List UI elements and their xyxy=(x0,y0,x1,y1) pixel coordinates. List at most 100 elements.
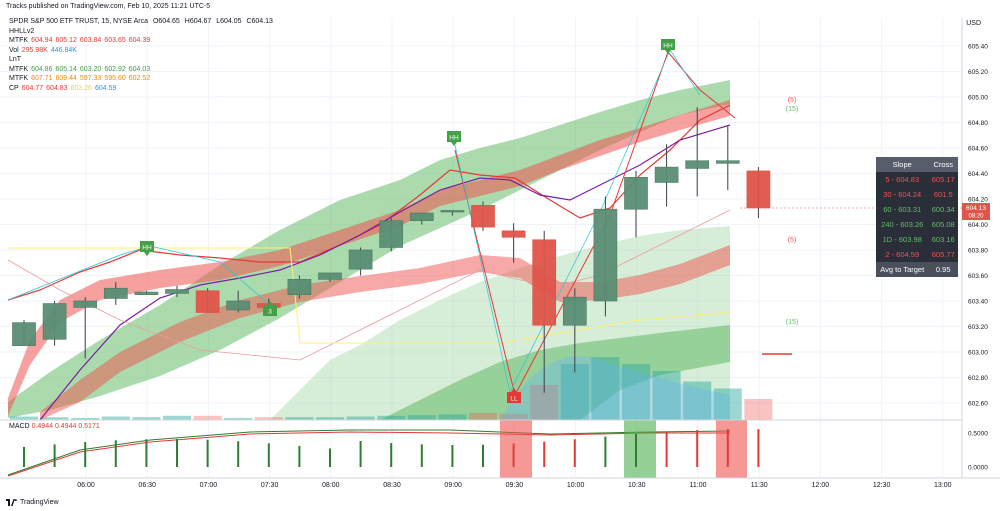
legend-row: MTFK 604.94 605.12 603.84 603.65 604.39 xyxy=(9,36,276,46)
macd-green-zone xyxy=(624,420,656,478)
candle-body xyxy=(685,160,710,169)
tradingview-logo: TradingView xyxy=(6,499,59,506)
hh-marker-label: HH xyxy=(449,135,459,142)
legend-indicator-name[interactable]: MTFK xyxy=(9,75,29,82)
hh-marker-pointer xyxy=(451,142,457,146)
macd-signal-line xyxy=(7,431,730,477)
published-note: Tracks published on TradingView.com, Feb… xyxy=(6,3,211,10)
legend-indicator-name[interactable]: LnT xyxy=(9,56,22,63)
volume-bar xyxy=(744,399,773,420)
legend-value: 603.84 xyxy=(79,37,102,44)
volume-bar xyxy=(591,357,620,420)
legend-row: MTFK 604.86 605.14 603.20 602.92 604.03 xyxy=(9,65,276,75)
hh-marker-pointer xyxy=(665,50,671,54)
price-tick-label: 604.80 xyxy=(968,120,988,127)
table-row: 5 - 604.83 605.17 xyxy=(876,172,958,187)
legend-value: 603.26 xyxy=(70,84,92,92)
avg-to-target-value: 0.95 xyxy=(928,262,958,277)
legend-value: 602.92 xyxy=(104,65,126,73)
volume-bar xyxy=(101,416,130,420)
swing-markers: HH HH HH LL 3 (5) (15) (5) (15) xyxy=(140,39,798,403)
price-tick-label: 604.00 xyxy=(968,222,988,229)
price-tick-label: 605.40 xyxy=(968,44,988,51)
legend-value: 603.65 xyxy=(104,37,126,44)
table-cross-cell: 605.08 xyxy=(928,217,958,232)
last-price-tag xyxy=(962,203,990,220)
legend-indicator-name[interactable]: CP xyxy=(9,84,19,92)
table-cross-cell: 603.16 xyxy=(928,232,958,247)
price-tick-label: 603.40 xyxy=(968,299,988,306)
table-slope-cell: 240 - 603.26 xyxy=(876,217,929,232)
legend-row: MTFK 607.71 609.44 597.33 595.60 602.52 xyxy=(9,74,276,84)
price-tick-label: 605.00 xyxy=(968,95,988,102)
candle-body xyxy=(471,205,495,228)
price-tick-label: 605.20 xyxy=(968,69,988,76)
candle-body xyxy=(409,212,434,222)
table-row: 240 - 603.26 605.08 xyxy=(876,217,958,232)
volume-bars xyxy=(10,356,773,420)
ohlc-close: C604.13 xyxy=(246,18,273,25)
legend-value: 602.52 xyxy=(128,75,151,82)
volume-bar xyxy=(652,371,681,420)
time-tick-label: 09:00 xyxy=(444,482,462,489)
candle-body xyxy=(501,230,526,238)
volume-bar xyxy=(469,413,497,420)
price-tick-label: 604.40 xyxy=(968,171,988,178)
symbol-name[interactable]: SPDR S&P 500 ETF TRUST, 15, NYSE Arca xyxy=(9,18,149,25)
candle-body xyxy=(287,278,312,295)
ll-marker-box xyxy=(507,392,521,403)
time-tick-label: 08:00 xyxy=(322,482,340,489)
tradingview-logo-icon xyxy=(6,499,17,506)
volume-bar xyxy=(713,388,742,420)
legend-indicator-name[interactable]: Vol xyxy=(9,46,19,54)
legend-value: 604.03 xyxy=(128,65,151,73)
macd-value-3: 0.5171 xyxy=(78,423,100,430)
price-tick-label: 604.60 xyxy=(968,146,988,153)
candle-body xyxy=(746,170,771,209)
volume-bar xyxy=(40,417,69,420)
time-tick-label: 12:30 xyxy=(873,482,891,489)
candle-body xyxy=(42,303,67,340)
candle-body xyxy=(226,300,251,311)
legend-indicator-name[interactable]: MTFK xyxy=(9,65,29,73)
legend-indicator-name[interactable]: MTFK xyxy=(9,37,29,44)
candle-body xyxy=(532,239,557,326)
table-row: 30 - 604.24 601.5 xyxy=(876,187,958,202)
avg-to-target-label: Avg to Target xyxy=(876,262,929,277)
volume-bar xyxy=(438,414,467,420)
volume-bar xyxy=(254,417,283,420)
price-tick-label: 603.00 xyxy=(968,350,988,357)
ohlc-low: L604.05 xyxy=(216,18,242,25)
ll-marker-pointer xyxy=(511,388,517,392)
macd-red-zone xyxy=(500,420,532,478)
volume-bar xyxy=(499,413,528,420)
table-row: 2 - 604.59 605.77 xyxy=(876,247,958,262)
green-lower-band xyxy=(380,325,730,420)
legend-value: 604.83 xyxy=(46,84,68,92)
legend-row: Vol 295.98K 446.84K xyxy=(9,46,276,56)
volume-bar xyxy=(377,415,406,420)
macd-value-1: 0.4944 xyxy=(31,423,53,430)
macd-red-zone xyxy=(716,420,747,478)
target-annotation: (15) xyxy=(786,106,798,113)
legend-indicator-name[interactable]: HHLLv2 xyxy=(9,27,35,35)
ohlc-high: H604.67 xyxy=(184,18,212,25)
ll-marker-label: LL xyxy=(510,396,518,403)
table-slope-cell: 30 - 604.24 xyxy=(876,187,929,202)
candle-body xyxy=(165,289,189,294)
candle-body xyxy=(654,166,679,183)
candle-body xyxy=(593,208,618,302)
legend-value: 295.98K xyxy=(21,46,48,54)
hh-marker-label: HH xyxy=(663,43,673,50)
volume-profile-area xyxy=(500,356,730,420)
legend-row: LnT xyxy=(9,55,276,65)
time-tick-label: 11:30 xyxy=(751,482,768,489)
tradingview-brand: TradingView xyxy=(20,499,59,506)
last-price-label: 604.13 xyxy=(966,205,986,212)
ohlc-open: O604.65 xyxy=(152,18,180,25)
table-slope-cell: 2 - 604.59 xyxy=(876,247,929,262)
currency-label[interactable]: USD xyxy=(966,20,981,27)
legend-value: 605.14 xyxy=(55,65,77,73)
wave-3-marker-pointer xyxy=(267,301,273,305)
